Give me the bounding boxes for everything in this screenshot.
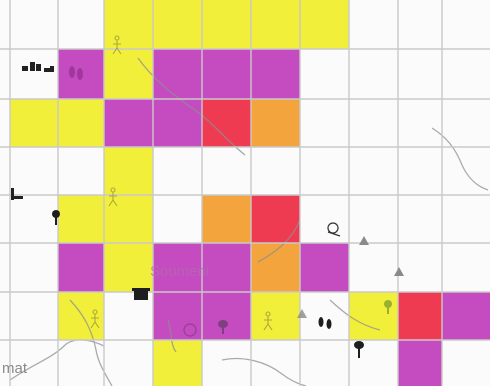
edge-label: mat [2,360,28,377]
cell-yellow [104,243,153,292]
terrain-lines [9,57,489,386]
cell-yellow [10,99,58,147]
cell-yellow [153,0,202,49]
person-icon [90,309,100,329]
cell-magenta [104,99,153,147]
animal-icon [22,62,54,72]
cell-yellow [202,0,251,49]
footprint-icon [69,66,83,80]
cell-magenta [153,49,202,99]
person-icon [108,187,118,207]
cell-yellow [251,292,300,340]
cell-magenta [153,99,202,147]
cell-yellow [58,195,104,243]
cell-yellow [251,0,300,49]
marker-icon [11,188,23,200]
cell-yellow [58,292,104,340]
cell-magenta [153,243,202,292]
cell-yellow [300,0,349,49]
cell-yellow [58,99,104,147]
cell-magenta [442,292,490,340]
cell-magenta [153,292,202,340]
cell-magenta [202,292,251,340]
triangle-icon [297,309,307,318]
hut-icon [132,288,150,300]
cell-yellow [104,195,153,243]
cell-magenta [202,243,251,292]
cell-magenta [398,340,442,386]
cell-yellow [153,340,202,386]
cell-red [398,292,442,340]
tree-icon [52,210,60,225]
cell-magenta [58,243,104,292]
cell-yellow [104,0,153,49]
footprint-icon [318,317,332,329]
cell-magenta [251,49,300,99]
triangle-icon [394,267,404,276]
spring-icon [183,323,197,337]
cell-magenta [202,49,251,99]
cell-orange [251,99,300,147]
person-icon [112,35,122,55]
cell-orange [202,195,251,243]
cell-red [202,99,251,147]
cell-yellow [104,49,153,99]
tree-icon [354,341,364,358]
tree-icon [384,300,392,314]
animal-icon [327,222,341,237]
cell-red [251,195,300,243]
place-label: Soumeni [150,263,210,280]
cell-magenta [300,243,349,292]
cell-yellow [104,147,153,195]
map-symbols [11,35,404,358]
tree-icon [218,320,228,334]
cell-yellow [349,292,398,340]
cell-layer [10,0,490,386]
person-icon [263,311,273,331]
triangle-icon [359,236,369,245]
